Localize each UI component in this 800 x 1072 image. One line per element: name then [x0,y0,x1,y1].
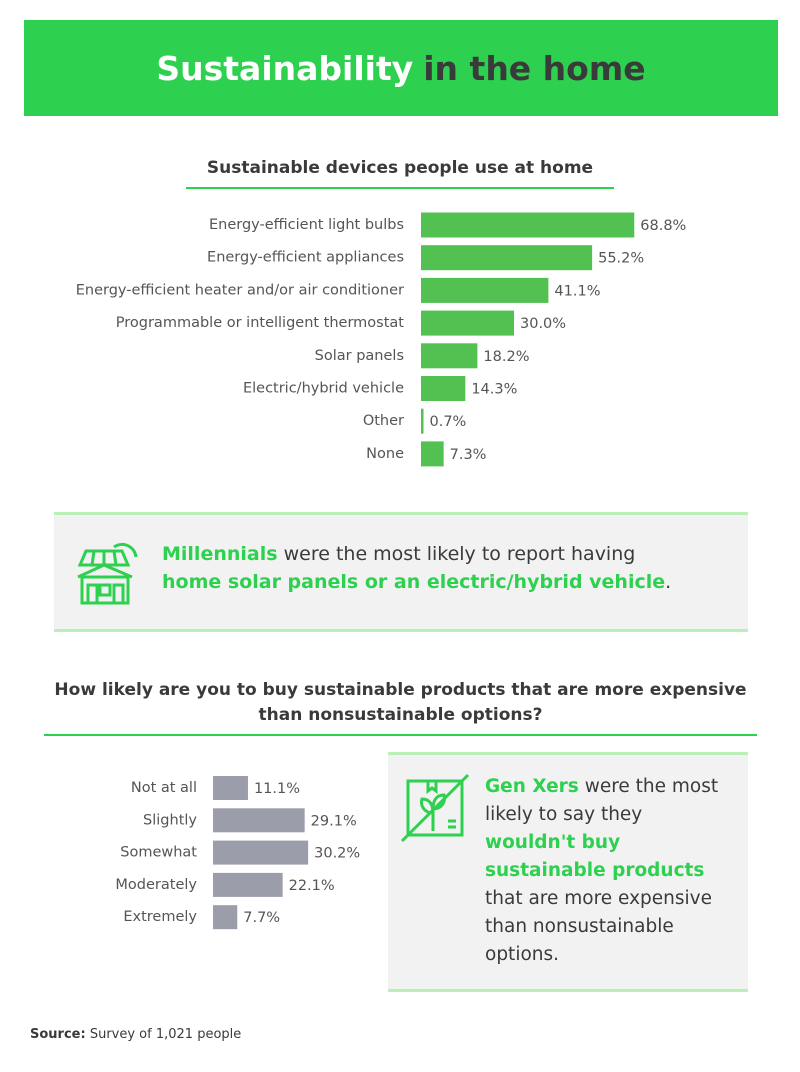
category-label: Other [363,413,404,429]
emphasis: Millennials [162,543,278,565]
value-label: 0.7% [430,414,467,430]
bar [421,245,593,271]
value-label: 18.2% [483,349,529,365]
chart-title: Sustainable devices people use at home [186,156,614,189]
bar [213,776,248,800]
source-text: Survey of 1,021 people [89,1027,242,1042]
bar [421,376,466,401]
bar [421,441,444,467]
category-label: Extremely [123,909,197,925]
category-label: Energy-efficient appliances [207,250,404,266]
bar [421,212,635,238]
title-part: Sustainability [156,48,414,88]
category-label: Electric/hybrid vehicle [243,381,404,397]
category-label: Slightly [143,812,197,828]
bar [213,872,283,897]
value-label: 7.3% [450,447,487,463]
text: that are more expensive than nonsustaina… [485,888,713,965]
callout-text: Gen Xers were the most likely to say the… [485,773,735,969]
bar [421,310,514,336]
emphasis: home solar panels or an electric/hybrid … [162,571,666,593]
emphasis: Gen Xers [485,776,579,797]
source: Source: Survey of 1,021 people [30,1027,241,1042]
callout [54,512,748,632]
bar [421,408,424,434]
source-label: Source: [30,1027,86,1042]
text: . [665,571,672,593]
value-label: 30.2% [314,846,360,862]
emphasis: wouldn't buy sustainable products [485,832,705,881]
value-label: 22.1% [289,878,335,894]
category-label: Moderately [115,877,197,893]
house-icon [77,542,138,605]
value-label: 41.1% [554,283,600,299]
value-label: 68.8% [640,218,686,234]
bar [421,277,549,303]
callout [388,752,748,992]
product-icon [400,773,470,843]
text: were the most likely to say they [485,776,719,825]
bar [213,808,305,833]
value-label: 11.1% [254,781,300,797]
text: were the most likely to report having [283,543,636,565]
category-label: Solar panels [315,348,404,364]
value-label: 30.0% [520,316,566,332]
bar [213,905,238,930]
value-label: 7.7% [243,910,280,926]
category-label: Programmable or intelligent thermostat [116,315,405,331]
callout-text: Millennials were the most likely to repo… [162,540,722,596]
value-label: 29.1% [311,813,357,829]
value-label: 55.2% [598,251,644,267]
category-label: Energy-efficient light bulbs [209,217,404,233]
value-label: 14.3% [471,382,517,398]
header: Sustainability in the home [24,20,778,116]
title-part: in the home [423,48,646,88]
category-label: Energy-efficient heater and/or air condi… [76,282,404,298]
category-label: Not at all [131,780,197,796]
chart-title: How likely are you to buy sustainable pr… [44,678,757,736]
category-label: Somewhat [120,845,197,861]
bar [213,840,309,865]
bar [421,343,478,369]
category-label: None [366,446,404,462]
